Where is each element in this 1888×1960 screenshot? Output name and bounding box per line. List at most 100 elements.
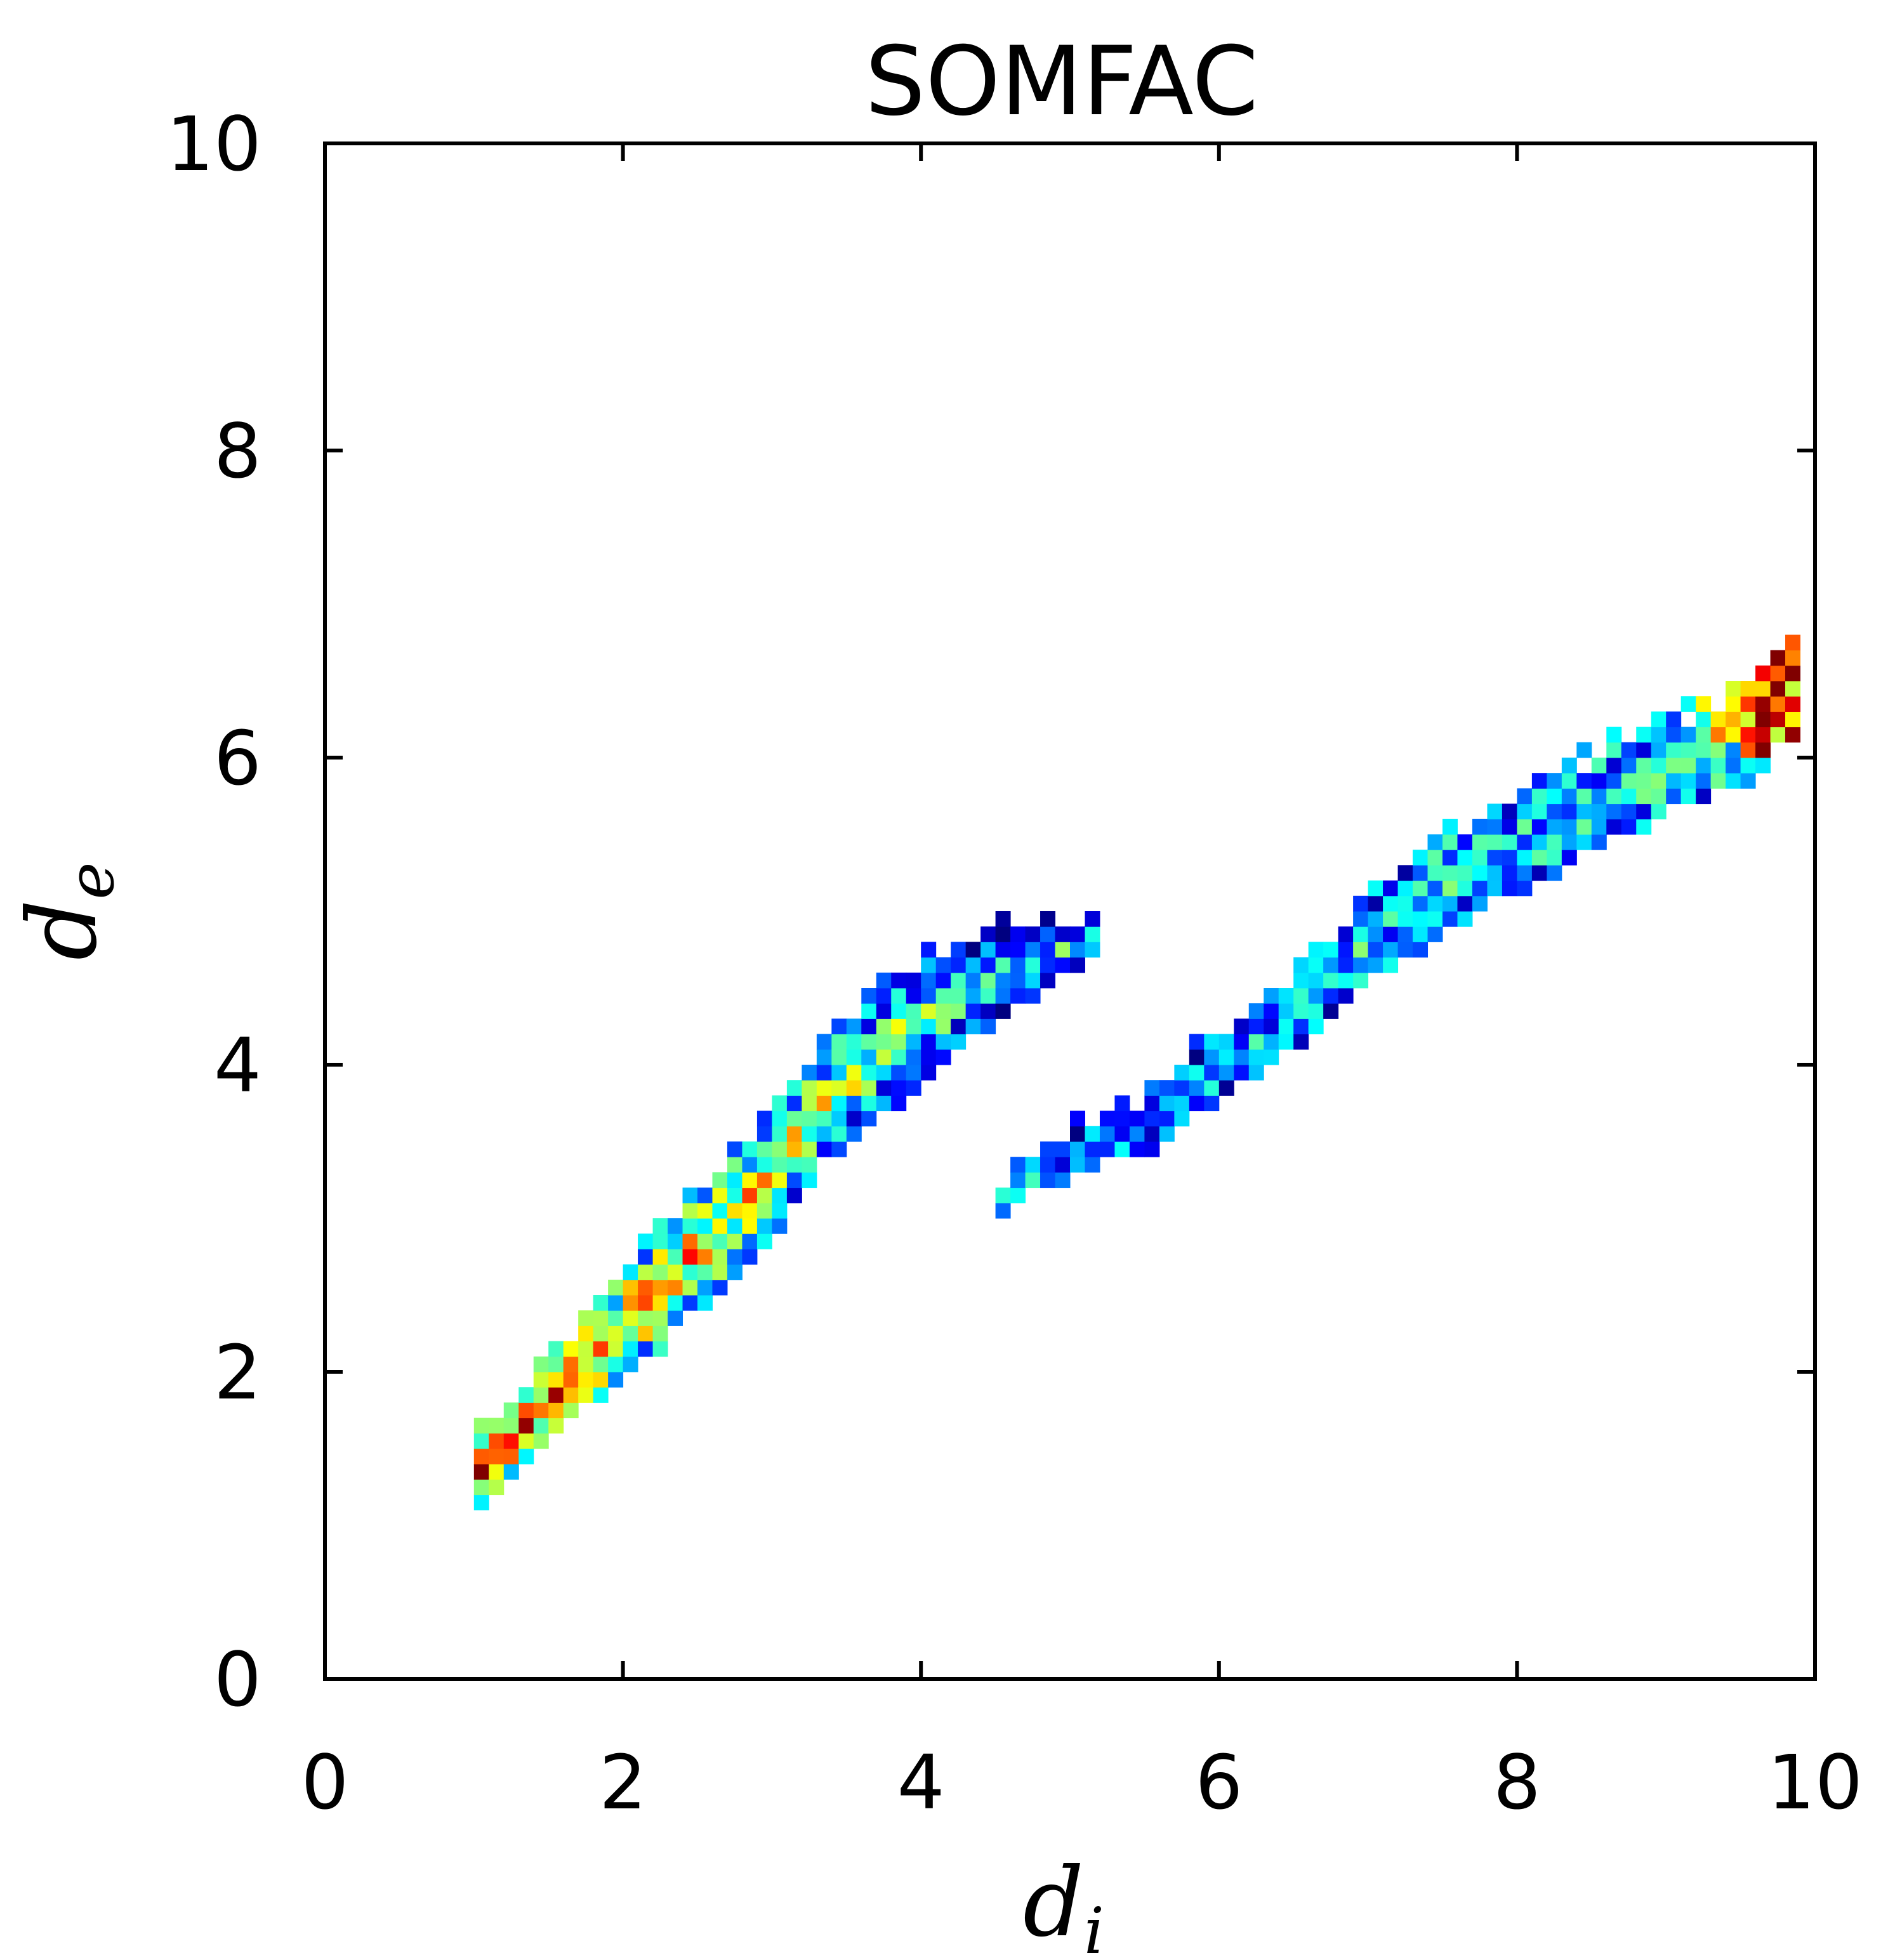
heatmap-cell (578, 1387, 594, 1403)
heatmap-cell (712, 1218, 728, 1234)
heatmap-cell (712, 1202, 728, 1219)
heatmap-cell (772, 1110, 788, 1127)
heatmap-cell (1561, 834, 1577, 850)
heatmap-cell (772, 1141, 788, 1157)
heatmap-cell (756, 1202, 772, 1219)
heatmap-cell (548, 1387, 564, 1403)
heatmap-cell (578, 1356, 594, 1372)
heatmap-cell (727, 1218, 743, 1234)
heatmap-cell (995, 1202, 1011, 1219)
heatmap-cell (1338, 988, 1354, 1004)
heatmap-cell (1666, 788, 1682, 805)
heatmap-cell (697, 1295, 713, 1311)
heatmap-cell (1427, 926, 1443, 942)
heatmap-cell (1308, 1003, 1324, 1019)
heatmap-cell (1114, 1126, 1130, 1142)
heatmap-cell (1248, 1034, 1264, 1050)
heatmap-cell (951, 972, 967, 989)
heatmap-cell (816, 1110, 832, 1127)
heatmap-cell (1561, 773, 1577, 789)
heatmap-cell (1144, 1095, 1160, 1112)
heatmap-cell (935, 1049, 951, 1065)
heatmap-cell (1606, 727, 1622, 743)
heatmap-cell (816, 1080, 832, 1096)
heatmap-cell (831, 1095, 847, 1112)
heatmap-cell (593, 1372, 609, 1388)
heatmap-cell (1785, 711, 1801, 728)
heatmap-cell (638, 1264, 654, 1280)
heatmap-cell (1636, 788, 1652, 805)
heatmap-cell (548, 1417, 564, 1434)
heatmap-cell (906, 972, 921, 989)
heatmap-cell (756, 1172, 772, 1188)
heatmap-cell (786, 1141, 802, 1157)
heatmap-cell (802, 1065, 817, 1081)
heatmap-cell (1785, 727, 1801, 743)
heatmap-cell (1636, 758, 1652, 773)
heatmap-cell (831, 1018, 847, 1035)
heatmap-cell (1323, 942, 1339, 958)
heatmap-cell (891, 1003, 907, 1019)
heatmap-cell (1755, 681, 1771, 697)
heatmap-cell (802, 1172, 817, 1188)
heatmap-cell (1666, 727, 1682, 743)
heatmap-cell (682, 1249, 698, 1265)
heatmap-cell (1606, 773, 1622, 789)
heatmap-cell (697, 1279, 713, 1296)
heatmap-cell (1383, 895, 1399, 912)
heatmap-cell (1248, 1018, 1264, 1035)
heatmap-cell (1427, 834, 1443, 850)
heatmap-cell (995, 926, 1011, 942)
heatmap-cell (1293, 957, 1309, 973)
heatmap-cell (802, 1110, 817, 1127)
heatmap-cell (638, 1310, 654, 1326)
heatmap-cell (1099, 1110, 1115, 1127)
heatmap-cell (473, 1449, 489, 1464)
heatmap-cell (906, 988, 921, 1004)
heatmap-cell (1025, 1157, 1041, 1173)
heatmap-cell (1606, 803, 1622, 820)
heatmap-cell (1353, 942, 1369, 958)
heatmap-cell (802, 1126, 817, 1142)
heatmap-cell (1040, 1157, 1056, 1173)
heatmap-cell (638, 1295, 654, 1311)
heatmap-cell (1114, 1141, 1130, 1157)
heatmap-cell (816, 1126, 832, 1142)
heatmap-cell (563, 1341, 579, 1357)
heatmap-cell (935, 1034, 951, 1050)
heatmap-cell (772, 1218, 788, 1234)
heatmap-cell (503, 1417, 519, 1434)
heatmap-cell (921, 1018, 937, 1035)
heatmap-cell (1248, 1049, 1264, 1065)
heatmap-cell (1547, 788, 1562, 805)
heatmap-cell (727, 1157, 743, 1173)
heatmap-cell (1070, 957, 1085, 973)
heatmap-cell (1010, 972, 1026, 989)
heatmap-cell (489, 1433, 505, 1449)
heatmap-cell (1204, 1065, 1220, 1081)
heatmap-cell (1278, 1018, 1294, 1035)
heatmap-cell (548, 1372, 564, 1388)
heatmap-cell (1070, 1157, 1085, 1173)
heatmap-cell (1755, 742, 1771, 758)
heatmap-cell (682, 1202, 698, 1219)
heatmap-cell (638, 1279, 654, 1296)
heatmap-cell (1218, 1034, 1234, 1050)
heatmap-cell (503, 1402, 519, 1419)
heatmap-cell (518, 1387, 534, 1403)
heatmap-cell (1218, 1049, 1234, 1065)
heatmap-cell (1517, 834, 1533, 850)
heatmap-cell (980, 1018, 996, 1035)
heatmap-cell (1502, 850, 1517, 865)
heatmap-cell (533, 1433, 549, 1449)
heatmap-cell (1204, 1080, 1220, 1096)
heatmap-cell (1785, 635, 1801, 651)
heatmap-cell (1070, 1126, 1085, 1142)
heatmap-cells (473, 635, 1801, 1511)
heatmap-cell (518, 1402, 534, 1419)
heatmap-cell (727, 1202, 743, 1219)
heatmap-cell (1710, 758, 1726, 773)
heatmap-cell (623, 1356, 638, 1372)
heatmap-cell (1502, 803, 1517, 820)
heatmap-cell (668, 1218, 683, 1234)
